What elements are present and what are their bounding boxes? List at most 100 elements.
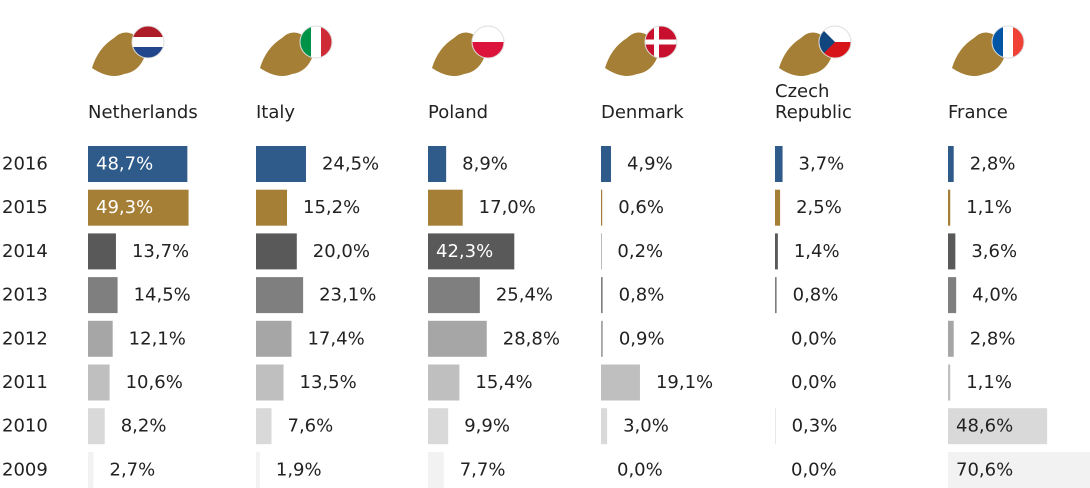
value-label: 24,5%	[322, 154, 379, 175]
bar	[88, 233, 116, 270]
bar	[88, 364, 110, 401]
flag-part	[1003, 26, 1013, 58]
flag-part	[300, 26, 311, 58]
bar	[775, 189, 781, 226]
bar	[428, 451, 444, 488]
bar	[601, 146, 611, 182]
flag	[300, 26, 332, 58]
country-name: Czech Republic	[775, 80, 852, 124]
value-label: 15,4%	[475, 372, 532, 393]
country-name: Italy	[256, 102, 296, 124]
bar	[601, 189, 603, 226]
value-label: 2,8%	[970, 154, 1016, 175]
value-label: 4,0%	[972, 285, 1018, 306]
value-label: 10,6%	[126, 372, 183, 393]
value-label: 8,2%	[121, 416, 167, 437]
flag	[645, 26, 677, 58]
value-label: 15,2%	[303, 197, 360, 218]
bar	[428, 277, 480, 314]
year-label: 2013	[2, 285, 48, 306]
country-name: France	[948, 102, 1008, 124]
bar	[256, 189, 288, 226]
value-label: 0,9%	[619, 328, 665, 349]
flag	[819, 26, 851, 58]
value-label: 3,0%	[623, 416, 669, 437]
year-label: 2016	[2, 154, 48, 175]
flag-outline	[991, 25, 1025, 59]
year-label: 2010	[2, 416, 48, 437]
bar	[948, 364, 951, 401]
bar	[601, 364, 640, 401]
bar	[948, 320, 954, 357]
year-label: 2014	[2, 241, 48, 262]
value-label: 4,9%	[627, 154, 673, 175]
bar	[428, 146, 447, 182]
bar	[256, 146, 306, 182]
value-label: 23,1%	[319, 285, 376, 306]
value-label: 2,5%	[796, 197, 842, 218]
value-label: 3,7%	[799, 154, 845, 175]
value-label: 13,5%	[300, 372, 357, 393]
value-label: 0,0%	[791, 372, 837, 393]
bar	[88, 146, 188, 182]
bar	[601, 320, 603, 357]
value-label: 12,1%	[129, 328, 186, 349]
flag	[132, 26, 164, 58]
bar	[775, 146, 783, 182]
value-label: 9,9%	[464, 416, 510, 437]
bar	[256, 320, 292, 357]
flag-outline	[644, 25, 678, 59]
value-label: 2,7%	[110, 459, 156, 480]
bar	[256, 408, 272, 445]
bar	[428, 320, 487, 357]
value-label: 0,0%	[791, 459, 837, 480]
value-label: 3,6%	[971, 241, 1017, 262]
value-label: 1,9%	[276, 459, 322, 480]
flag-part	[132, 47, 164, 58]
value-label: 20,0%	[313, 241, 370, 262]
bar	[775, 233, 778, 270]
flag-outline	[471, 25, 505, 59]
bar	[88, 408, 105, 445]
bar	[88, 189, 189, 226]
bar	[256, 451, 260, 488]
year-label: 2011	[2, 372, 48, 393]
flag-outline	[818, 25, 852, 59]
flag-outline	[299, 25, 333, 59]
bar	[948, 233, 956, 270]
bar	[775, 277, 777, 314]
flag-part	[321, 26, 332, 58]
bar	[88, 451, 94, 488]
value-label: 2,8%	[970, 328, 1016, 349]
value-label: 17,4%	[307, 328, 364, 349]
bar	[428, 364, 460, 401]
bar	[948, 146, 954, 182]
value-label: 1,1%	[966, 372, 1012, 393]
value-label: 7,7%	[460, 459, 506, 480]
value-label: 7,6%	[288, 416, 334, 437]
value-label: 13,7%	[132, 241, 189, 262]
value-label: 17,0%	[479, 197, 536, 218]
flag-part	[819, 26, 835, 58]
country-name: Denmark	[601, 102, 684, 124]
bar	[948, 189, 951, 226]
value-label: 0,8%	[793, 285, 839, 306]
flag-part	[1013, 26, 1024, 58]
bar	[948, 451, 1090, 488]
flag-part	[645, 39, 677, 45]
year-label: 2015	[2, 197, 48, 218]
value-label: 0,3%	[792, 416, 838, 437]
value-label: 8,9%	[462, 154, 508, 175]
value-label: 70,6%	[956, 459, 1013, 480]
value-label: 25,4%	[496, 285, 553, 306]
value-label: 19,1%	[656, 372, 713, 393]
value-label: 28,8%	[503, 328, 560, 349]
flag-part	[472, 42, 504, 58]
bar	[88, 320, 113, 357]
bar	[256, 277, 304, 314]
bar	[88, 277, 118, 314]
bar	[428, 189, 463, 226]
flag-part	[472, 26, 504, 42]
value-label: 48,7%	[96, 154, 153, 175]
